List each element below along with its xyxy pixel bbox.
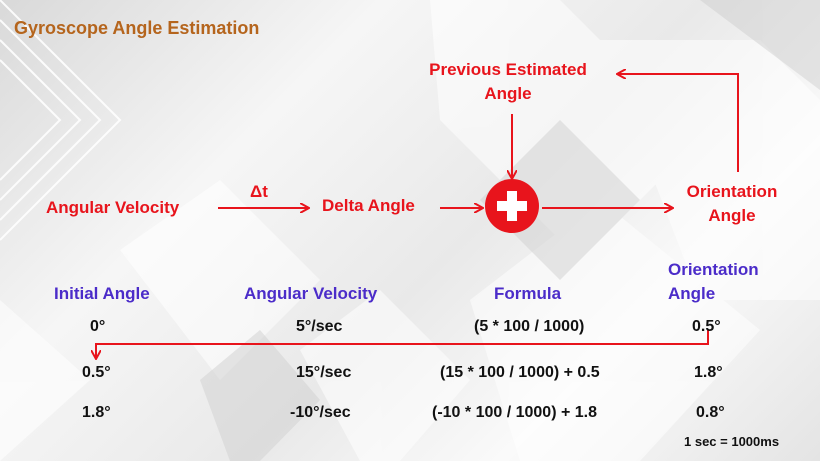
arrow-row1-to-row2 xyxy=(96,330,709,358)
delta-angle-node: Delta Angle xyxy=(322,196,415,215)
row3-orientation-angle: 0.8° xyxy=(696,404,725,421)
header-angular-velocity: Angular Velocity xyxy=(244,284,378,303)
row3-initial-angle: 1.8° xyxy=(82,404,111,421)
orientation-angle-node: Orientation Angle xyxy=(686,182,778,225)
row3-angular-velocity: -10°/sec xyxy=(290,404,351,421)
header-formula: Formula xyxy=(494,284,562,303)
row1-initial-angle: 0° xyxy=(90,318,106,335)
header-orientation-angle: Orientation Angle xyxy=(668,260,759,303)
header-initial-angle: Initial Angle xyxy=(54,284,150,303)
row1-formula: (5 * 100 / 1000) xyxy=(474,318,585,335)
row3-formula: (-10 * 100 / 1000) + 1.8 xyxy=(432,404,597,421)
previous-estimated-angle-node: Previous Estimated Angle xyxy=(429,60,587,103)
row2-angular-velocity: 15°/sec xyxy=(296,364,352,381)
time-conversion-note: 1 sec = 1000ms xyxy=(684,434,780,449)
row1-orientation-angle: 0.5° xyxy=(692,318,721,335)
row2-formula: (15 * 100 / 1000) + 0.5 xyxy=(440,364,600,381)
row2-orientation-angle: 1.8° xyxy=(694,364,723,381)
plus-circle-icon xyxy=(485,179,539,233)
page-title: Gyroscope Angle Estimation xyxy=(14,18,260,38)
row2-initial-angle: 0.5° xyxy=(82,364,111,381)
angular-velocity-node: Angular Velocity xyxy=(46,198,180,217)
delta-t-label: Δt xyxy=(250,182,268,201)
row1-angular-velocity: 5°/sec xyxy=(296,318,343,335)
arrow-feedback-loop xyxy=(618,74,739,172)
